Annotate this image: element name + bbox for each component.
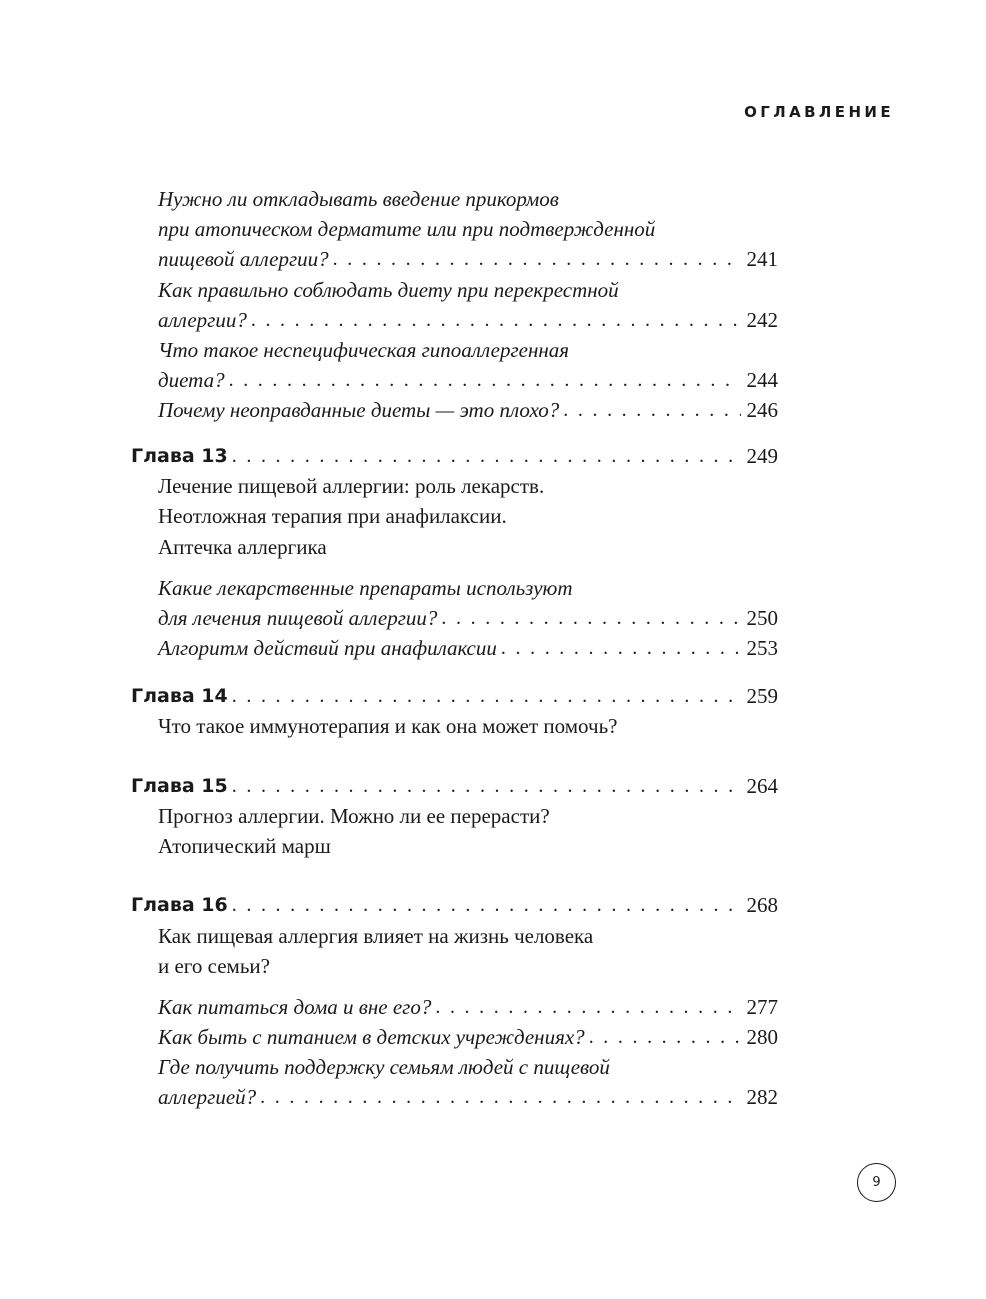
page-ref: 250: [746, 606, 779, 630]
page-ref: 246: [746, 398, 779, 422]
toc-entry-line[interactable]: Какие лекарственные препараты используют: [158, 574, 778, 602]
dot-leader: [232, 682, 741, 710]
entry-text: Где получить поддержку семьям людей с пи…: [158, 1055, 610, 1079]
chapter-title-line[interactable]: Что такое иммунотерапия и как она может …: [158, 712, 778, 740]
chapter-title-text: и его семьи?: [158, 954, 270, 978]
entry-text: Что такое неспецифическая гипоаллергенна…: [158, 338, 570, 362]
entry-text: для лечения пищевой аллергии?: [158, 606, 438, 630]
chapter-title-text: Как пищевая аллергия влияет на жизнь чел…: [158, 924, 594, 948]
page-number: 9: [857, 1163, 896, 1202]
page-ref: 241: [746, 247, 779, 271]
chapter-label: Глава 13: [131, 445, 228, 467]
page-ref: 242: [746, 308, 779, 332]
dot-leader: [260, 1083, 740, 1111]
toc-entry-line[interactable]: аллергией? 282: [158, 1083, 778, 1111]
chapter-title-line[interactable]: Атопический марш: [158, 832, 778, 860]
chapter-title-line[interactable]: и его семьи?: [158, 952, 778, 980]
page-ref: 268: [746, 893, 779, 917]
toc-entry-line[interactable]: диета? 244: [158, 366, 778, 394]
toc-entry-line[interactable]: для лечения пищевой аллергии? 250: [158, 604, 778, 632]
page-ref: 253: [746, 636, 779, 660]
page-ref: 282: [746, 1085, 779, 1109]
toc-entry-line[interactable]: Нужно ли откладывать введение прикормов: [158, 185, 778, 213]
toc-entry-line[interactable]: Где получить поддержку семьям людей с пи…: [158, 1053, 778, 1081]
chapter-title-text: Аптечка аллергика: [158, 535, 327, 559]
entry-text: Как питаться дома и вне его?: [158, 995, 432, 1019]
toc-entry-line[interactable]: Как питаться дома и вне его? 277: [158, 993, 778, 1021]
chapter-title-line[interactable]: Лечение пищевой аллергии: роль лекарств.: [158, 472, 778, 500]
dot-leader: [441, 604, 740, 632]
dot-leader: [501, 634, 741, 662]
entry-text: аллергией?: [158, 1085, 257, 1109]
chapter-title-line[interactable]: Прогноз аллергии. Можно ли ее перерасти?: [158, 802, 778, 830]
toc-entry-line[interactable]: Как правильно соблюдать диету при перекр…: [158, 276, 778, 304]
toc-entry-line[interactable]: Как быть с питанием в детских учреждения…: [158, 1023, 778, 1051]
toc-entry-line[interactable]: Алгоритм действий при анафилаксии 253: [158, 634, 778, 662]
page-ref: 280: [746, 1025, 779, 1049]
entry-text: Нужно ли откладывать введение прикормов: [158, 187, 559, 211]
running-header: ОГЛАВЛЕНИЕ: [744, 103, 894, 121]
entry-text: аллергии?: [158, 308, 247, 332]
entry-text: пищевой аллергии?: [158, 247, 329, 271]
dot-leader: [232, 891, 741, 919]
entry-text: Как быть с питанием в детских учреждения…: [158, 1025, 585, 1049]
dot-leader: [232, 772, 741, 800]
page-ref: 277: [746, 995, 779, 1019]
entry-text: Алгоритм действий при анафилаксии: [158, 636, 497, 660]
toc-chapter[interactable]: Глава 13 249: [131, 442, 778, 470]
page-ref: 264: [746, 774, 779, 798]
dot-leader: [251, 306, 741, 334]
toc-entry-line[interactable]: Что такое неспецифическая гипоаллергенна…: [158, 336, 778, 364]
entry-text: Как правильно соблюдать диету при перекр…: [158, 278, 619, 302]
chapter-label: Глава 16: [131, 894, 228, 916]
toc-entry-line[interactable]: при атопическом дерматите или при подтве…: [158, 215, 778, 243]
chapter-title-line[interactable]: Неотложная терапия при анафилаксии.: [158, 502, 778, 530]
chapter-label: Глава 15: [131, 775, 228, 797]
dot-leader: [563, 396, 740, 424]
chapter-title-text: Прогноз аллергии. Можно ли ее перерасти?: [158, 804, 550, 828]
entry-text: диета?: [158, 368, 225, 392]
chapter-title-text: Лечение пищевой аллергии: роль лекарств.: [158, 474, 545, 498]
toc-entry-line[interactable]: аллергии? 242: [158, 306, 778, 334]
dot-leader: [589, 1023, 741, 1051]
dot-leader: [229, 366, 741, 394]
page-ref: 259: [746, 684, 779, 708]
chapter-title-text: Неотложная терапия при анафилаксии.: [158, 504, 507, 528]
chapter-title-line[interactable]: Как пищевая аллергия влияет на жизнь чел…: [158, 922, 778, 950]
toc-entry-line[interactable]: пищевой аллергии? 241: [158, 245, 778, 273]
page-ref: 249: [746, 444, 779, 468]
dot-leader: [435, 993, 740, 1021]
entry-text: Какие лекарственные препараты используют: [158, 576, 573, 600]
entry-text: при атопическом дерматите или при подтве…: [158, 217, 656, 241]
chapter-title-text: Атопический марш: [158, 834, 331, 858]
page-ref: 244: [746, 368, 779, 392]
chapter-title-text: Что такое иммунотерапия и как она может …: [158, 714, 618, 738]
dot-leader: [333, 245, 741, 273]
toc-entry-line[interactable]: Почему неоправданные диеты — это плохо? 2…: [158, 396, 778, 424]
chapter-title-line[interactable]: Аптечка аллергика: [158, 533, 778, 561]
chapter-label: Глава 14: [131, 685, 228, 707]
toc-chapter[interactable]: Глава 16 268: [131, 891, 778, 919]
entry-text: Почему неоправданные диеты — это плохо?: [158, 398, 560, 422]
dot-leader: [232, 442, 741, 470]
toc-chapter[interactable]: Глава 15 264: [131, 772, 778, 800]
toc-chapter[interactable]: Глава 14 259: [131, 682, 778, 710]
